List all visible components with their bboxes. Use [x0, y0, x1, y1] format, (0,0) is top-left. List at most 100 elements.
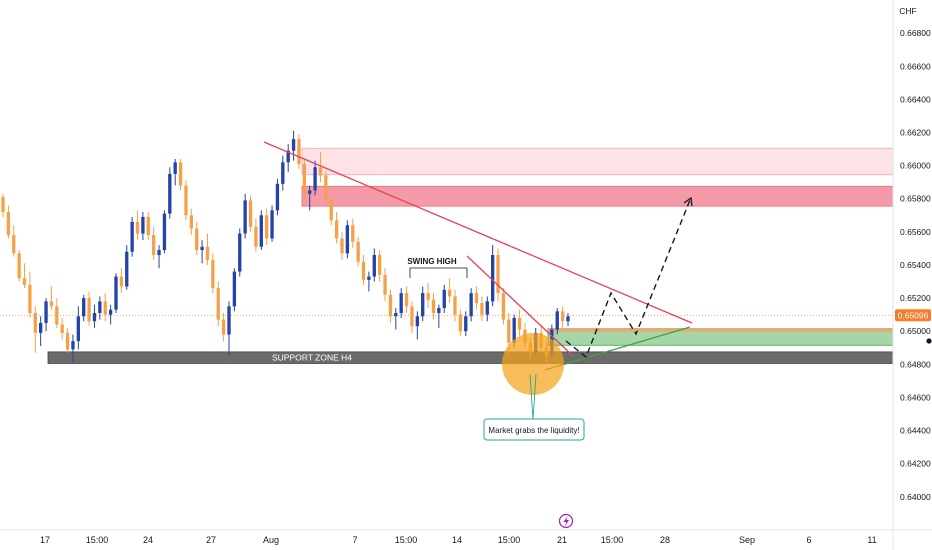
candle-body — [399, 293, 403, 313]
y-tick-label: 0.65200 — [900, 293, 931, 303]
x-tick-label: 27 — [206, 535, 216, 545]
x-tick-label: 15:00 — [86, 535, 109, 545]
candle-body — [157, 250, 161, 256]
candle-body — [195, 228, 199, 251]
candle-body — [119, 276, 124, 287]
candle-body — [211, 260, 215, 289]
candle-body — [98, 301, 102, 313]
candle-body — [480, 303, 484, 315]
candle-body — [469, 293, 473, 317]
candle-body — [125, 251, 129, 287]
support-zone-label: SUPPORT ZONE H4 — [272, 353, 352, 363]
candle-body — [162, 213, 167, 251]
candle-body — [60, 324, 64, 333]
projected-path-arrowhead — [683, 196, 693, 207]
candle-body — [55, 306, 59, 325]
y-tick-label: 0.65400 — [900, 260, 931, 270]
x-tick-label: 17 — [40, 535, 50, 545]
candle-body — [324, 175, 328, 201]
liquidity-grab-circle — [502, 333, 564, 395]
candle-body — [372, 255, 376, 277]
candle-body — [130, 221, 134, 252]
y-tick-label: 0.66800 — [900, 28, 931, 38]
x-tick-label: 21 — [557, 535, 567, 545]
candle-body — [151, 235, 156, 256]
candle-body — [351, 225, 355, 242]
x-tick-label: 24 — [143, 535, 153, 545]
candle-body — [308, 190, 312, 194]
candle-body — [490, 255, 495, 302]
y-tick-label: 0.66000 — [900, 161, 931, 171]
candle-body — [44, 301, 48, 323]
candle-body — [474, 293, 479, 304]
candle-body — [458, 314, 463, 332]
candle-body — [442, 289, 446, 309]
candle-body — [340, 238, 344, 254]
candle-body — [447, 289, 452, 297]
upper-supply-zone — [301, 147, 894, 176]
candle-body — [82, 298, 86, 317]
candle-body — [71, 341, 75, 350]
currency-label: CHF — [899, 6, 916, 16]
candle-body — [361, 261, 366, 280]
candle-body — [248, 200, 253, 227]
descending-trendline — [263, 141, 693, 324]
y-tick-label: 0.65800 — [900, 194, 931, 204]
candle-body — [383, 274, 387, 295]
candle-body — [507, 319, 511, 343]
y-tick-label: 0.64000 — [900, 492, 931, 502]
candle-body — [146, 216, 150, 236]
candle-body — [87, 298, 91, 322]
candle-body — [512, 317, 516, 343]
candle-body — [426, 293, 430, 300]
candle-body — [560, 311, 565, 322]
x-tick-label: 15:00 — [498, 535, 521, 545]
candle-body — [555, 311, 559, 330]
candle-body — [238, 233, 242, 272]
support-h4-zone — [47, 351, 894, 364]
candle-body — [103, 301, 107, 315]
candle-body — [431, 299, 436, 313]
candle-body — [216, 288, 220, 320]
candle-body — [178, 162, 183, 186]
candle-body — [76, 316, 81, 342]
candle-body — [496, 255, 500, 294]
candle-body — [356, 241, 360, 262]
candle-body — [33, 312, 37, 333]
candle-body — [345, 225, 350, 254]
candle-body — [264, 215, 269, 239]
y-tick-label: 0.64200 — [900, 459, 931, 469]
candle-body — [297, 139, 301, 164]
candle-body — [200, 246, 204, 251]
y-tick-label: 0.65600 — [900, 227, 931, 237]
candle-body — [221, 319, 226, 335]
candle-body — [173, 162, 177, 174]
candle-body — [1, 197, 5, 212]
x-tick-label: 14 — [452, 535, 462, 545]
candle-body — [108, 309, 113, 315]
candle-body — [114, 276, 118, 310]
annotation-layer: SWING HIGH Market grabs the liquidity! — [263, 141, 693, 441]
demand-zone-top-strip — [548, 328, 893, 332]
callout-text: Market grabs the liquidity! — [488, 426, 579, 435]
candle-body — [205, 246, 210, 260]
y-tick-label: 0.66600 — [900, 61, 931, 71]
y-tick-label: 0.65000 — [900, 326, 931, 336]
candle-body — [318, 167, 323, 176]
last-price-label: 0.65096 — [898, 310, 929, 320]
rising-support-line — [544, 326, 691, 371]
swing-high-label: SWING HIGH — [407, 257, 457, 266]
candle-body — [270, 210, 274, 239]
price-scale-handle[interactable] — [926, 338, 932, 344]
candle-body — [28, 284, 32, 313]
candle-body — [367, 276, 371, 280]
candle-body — [281, 162, 285, 184]
candle-body — [184, 185, 188, 216]
candle-body — [168, 173, 172, 214]
candle-body — [453, 296, 457, 315]
candle-body — [12, 235, 16, 254]
candle-body — [517, 317, 522, 330]
